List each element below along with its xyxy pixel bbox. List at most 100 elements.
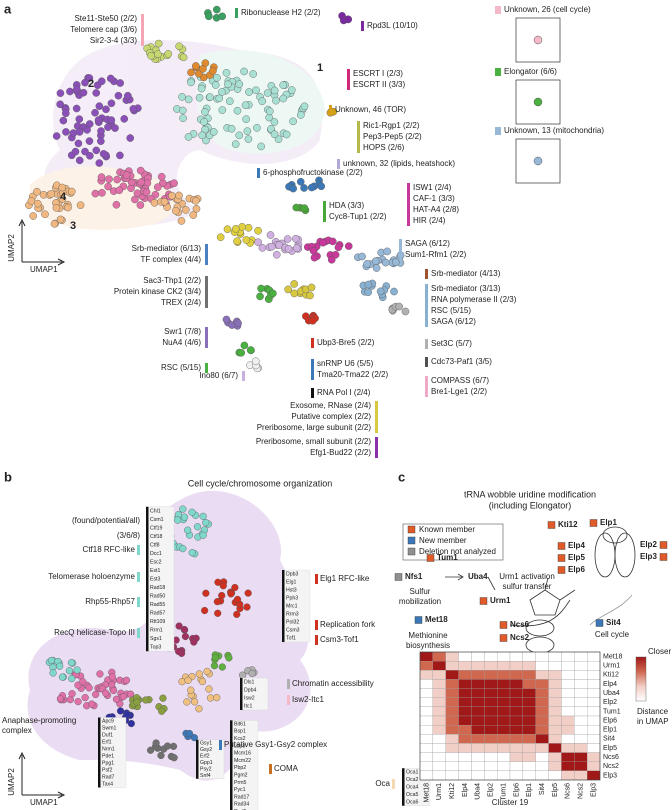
- list-header: (3/6/8): [117, 531, 140, 540]
- heatmap-cell: [496, 651, 511, 662]
- heatmap-cell: [458, 697, 472, 708]
- heatmap-cell: [484, 651, 498, 662]
- heatmap-cell: [496, 660, 511, 671]
- point: [95, 102, 104, 110]
- point: [289, 117, 297, 126]
- gene: Est3: [150, 576, 160, 582]
- point: [49, 669, 57, 677]
- col-label: Sit4: [539, 783, 546, 795]
- group-label: Putative Gsy1-Gsy2 complex: [224, 740, 327, 749]
- point: [184, 676, 192, 684]
- annotation-bar: [205, 327, 208, 348]
- point: [270, 130, 279, 139]
- node-marker: [479, 597, 488, 605]
- axis-label: UMAP1: [30, 265, 58, 274]
- gene: Prm5: [234, 780, 247, 786]
- point: [178, 678, 186, 686]
- point: [254, 238, 262, 246]
- inset-title: Unknown, 13 (mitochondria): [504, 126, 604, 135]
- heatmap-cell: [432, 679, 446, 689]
- point: [150, 199, 159, 207]
- gene: Rad9: [234, 809, 247, 810]
- note: Sulfur: [410, 587, 431, 596]
- heatmap-cell: [535, 697, 549, 708]
- gene-list-box: [283, 569, 311, 643]
- heatmap-cell: [561, 734, 575, 744]
- heatmap-cell: [419, 734, 434, 744]
- point: [243, 127, 252, 135]
- point: [213, 693, 221, 702]
- annotation: Sir2-3-4 (3/3): [90, 36, 137, 45]
- col-label: Elp6: [513, 783, 520, 797]
- point: [195, 705, 203, 713]
- heatmap-cell: [484, 724, 498, 735]
- point: [105, 175, 113, 183]
- annotation: Srb-mediator (4/13): [431, 269, 501, 278]
- inset-swatch: [495, 127, 501, 135]
- point: [85, 137, 94, 145]
- heatmap-cell: [432, 660, 446, 671]
- heatmap-cell: [445, 715, 459, 726]
- heatmap-cell: [522, 761, 536, 772]
- heatmap-cell: [432, 688, 446, 698]
- node-marker: [426, 554, 435, 562]
- point: [203, 667, 211, 676]
- point: [317, 182, 326, 191]
- heatmap-cell: [458, 761, 472, 772]
- heatmap-cell: [548, 697, 562, 708]
- point: [180, 513, 189, 521]
- heatmap-cell: [574, 734, 588, 744]
- gene: Psf2: [102, 767, 112, 773]
- gene-list-box: [231, 720, 259, 810]
- gene: Pgm2: [234, 772, 248, 778]
- heatmap-cell: [471, 770, 485, 781]
- heatmap-cell: [574, 724, 588, 735]
- gene-list-bar: [282, 570, 285, 642]
- heatmap-cell: [535, 670, 549, 680]
- heatmap-cell: [509, 724, 524, 735]
- note: sulfur transfer: [503, 582, 552, 591]
- heatmap-cell: [586, 679, 601, 689]
- gene: Dpb3: [286, 571, 299, 577]
- arrow: [589, 594, 633, 626]
- gene: Nrm1: [102, 746, 115, 752]
- point: [240, 67, 248, 76]
- heatmap-cell: [548, 660, 562, 671]
- gene: Rad55: [150, 602, 165, 608]
- heatmap-cell: [458, 743, 472, 753]
- annotation: HIR (2/4): [413, 216, 446, 225]
- col-label: Tum1: [500, 783, 507, 801]
- group-bar: [137, 597, 140, 607]
- annotation-bar: [425, 357, 428, 367]
- point: [67, 187, 76, 196]
- node-label: Uba4: [468, 572, 488, 581]
- point: [244, 589, 252, 597]
- point: [300, 204, 309, 212]
- point: [270, 86, 279, 95]
- point: [81, 147, 89, 156]
- heatmap-cell: [561, 688, 575, 698]
- point: [297, 111, 305, 119]
- heatmap-cell: [471, 706, 485, 717]
- point: [94, 116, 103, 124]
- node-label: Elp4: [568, 541, 585, 550]
- point: [206, 93, 214, 101]
- group-bar: [219, 740, 222, 750]
- point: [192, 62, 200, 70]
- heatmap-cell: [471, 688, 485, 698]
- point: [306, 291, 314, 300]
- panel-label: a: [4, 1, 12, 16]
- heatmap-cell: [548, 743, 562, 753]
- heatmap-cell: [471, 734, 485, 744]
- annotation: ESCRT I (2/3): [353, 69, 403, 78]
- point: [216, 233, 225, 242]
- point: [108, 673, 116, 681]
- gene: Pph3: [286, 595, 298, 601]
- point: [112, 695, 121, 703]
- node-marker: [557, 542, 566, 550]
- annotation-bar: [407, 183, 410, 226]
- point: [327, 255, 336, 264]
- gene: Elg1: [286, 579, 296, 585]
- heatmap-cell: [471, 679, 485, 689]
- axis-arrow: [22, 791, 66, 799]
